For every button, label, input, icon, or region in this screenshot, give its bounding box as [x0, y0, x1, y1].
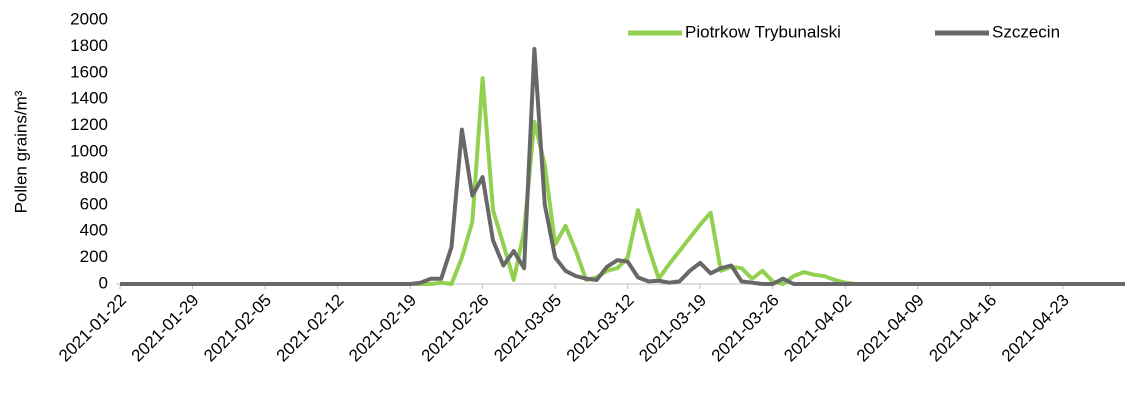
y-axis-label: Pollen grains/m³: [11, 90, 30, 213]
y-tick-label: 1400: [70, 89, 108, 108]
y-tick-label: 1000: [70, 141, 108, 160]
x-tick-label: 2021-02-05: [200, 291, 275, 366]
y-tick-label: 200: [80, 247, 108, 266]
y-tick-label: 1200: [70, 115, 108, 134]
x-tick-label: 2021-02-26: [418, 291, 493, 366]
y-tick-label: 1800: [70, 36, 108, 55]
y-tick-label: 800: [80, 168, 108, 187]
x-tick-label: 2021-03-12: [563, 291, 638, 366]
y-tick-label: 600: [80, 194, 108, 213]
x-tick-label: 2021-01-29: [128, 291, 203, 366]
x-tick-label: 2021-03-19: [635, 291, 710, 366]
x-tick-label: 2021-01-22: [55, 291, 130, 366]
x-tick-label: 2021-04-16: [925, 291, 1000, 366]
y-tick-label: 1600: [70, 62, 108, 81]
x-tick-label: 2021-04-09: [853, 291, 928, 366]
x-tick-label: 2021-04-02: [780, 291, 855, 366]
series-line: [120, 47, 1125, 286]
x-tick-label: 2021-02-12: [273, 291, 348, 366]
y-tick-label: 2000: [70, 9, 108, 28]
legend-label: Szczecin: [992, 22, 1060, 41]
x-tick-label: 2021-02-19: [345, 291, 420, 366]
x-tick-label: 2021-03-05: [490, 291, 565, 366]
y-tick-label: 400: [80, 221, 108, 240]
x-tick-label: 2021-04-23: [998, 291, 1073, 366]
legend-label: Piotrkow Trybunalski: [685, 22, 841, 41]
series-line: [120, 76, 1125, 286]
x-tick-label: 2021-03-26: [708, 291, 783, 366]
y-tick-label: 0: [99, 273, 108, 292]
